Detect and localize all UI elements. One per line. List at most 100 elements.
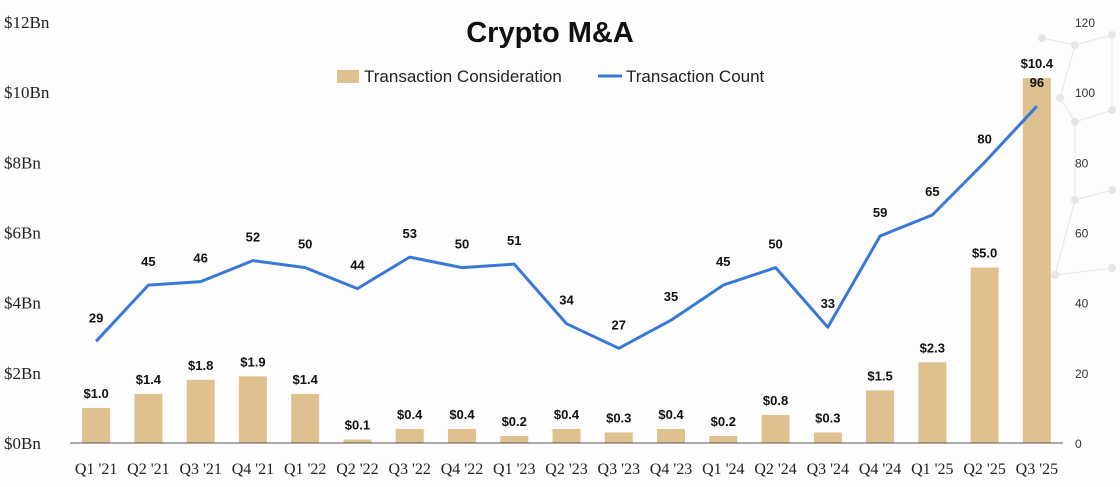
bar bbox=[866, 390, 895, 443]
line-data-label: 80 bbox=[977, 131, 991, 146]
count-line-path bbox=[95, 105, 1038, 350]
bar bbox=[709, 435, 738, 443]
decor-link bbox=[1054, 267, 1113, 276]
y-right-tick-label: 120 bbox=[1075, 16, 1095, 30]
line-data-label: 45 bbox=[141, 254, 155, 269]
decor-node bbox=[1038, 34, 1046, 42]
bar-data-label: $0.4 bbox=[449, 407, 475, 422]
line-labels: 29 45 46 52 50 44 53 50 51 34 27 35 45 50 33 59 65 80 96 bbox=[89, 75, 1044, 332]
x-tick-label: Q3 '22 bbox=[388, 461, 430, 478]
line-data-label: 59 bbox=[873, 205, 887, 220]
y-left-tick-label: $8Bn bbox=[4, 153, 41, 172]
y-right-tick-label: 20 bbox=[1075, 367, 1089, 381]
line-series bbox=[95, 105, 1038, 350]
line-data-label: 27 bbox=[612, 317, 626, 332]
line-data-label: 34 bbox=[559, 293, 574, 308]
bar bbox=[500, 435, 529, 443]
bar-data-label: $0.4 bbox=[554, 407, 580, 422]
bar bbox=[1022, 78, 1051, 443]
line-data-label: 65 bbox=[925, 184, 939, 199]
legend-label-consideration: Transaction Consideration bbox=[364, 67, 562, 86]
bar-data-label: $2.3 bbox=[920, 340, 945, 355]
line-data-label: 50 bbox=[455, 237, 469, 252]
bar bbox=[186, 379, 215, 443]
bar bbox=[604, 432, 633, 443]
y-axis-right: 0 20 40 60 80 100 120 bbox=[1075, 16, 1095, 451]
decor-node bbox=[1071, 196, 1079, 204]
decor-link bbox=[1059, 97, 1076, 123]
bar bbox=[291, 393, 320, 443]
legend-label-count: Transaction Count bbox=[626, 67, 765, 86]
x-tick-label: Q3 '23 bbox=[598, 461, 640, 478]
chart-title: Crypto M&A bbox=[466, 17, 634, 49]
bar bbox=[395, 428, 424, 443]
decor-node bbox=[1056, 94, 1064, 102]
bar bbox=[761, 414, 790, 443]
line-data-label: 96 bbox=[1030, 75, 1044, 90]
line-data-label: 51 bbox=[507, 233, 521, 248]
line-data-label: 50 bbox=[768, 237, 782, 252]
x-tick-label: Q4 '22 bbox=[441, 461, 483, 478]
x-tick-label: Q1 '21 bbox=[75, 461, 117, 478]
bar bbox=[447, 428, 476, 443]
decor-node bbox=[1108, 186, 1116, 194]
bar bbox=[552, 428, 581, 443]
line-data-label: 50 bbox=[298, 237, 312, 252]
y-axis-left: $0Bn $2Bn $4Bn $6Bn $8Bn $10Bn $12Bn bbox=[4, 13, 50, 453]
bar-data-label: $0.1 bbox=[345, 417, 370, 432]
bar bbox=[238, 376, 267, 443]
y-right-tick-label: 40 bbox=[1075, 297, 1089, 311]
bar-data-label: $0.2 bbox=[502, 414, 527, 429]
decor-node bbox=[1108, 106, 1116, 114]
bar bbox=[134, 393, 163, 443]
x-tick-label: Q4 '24 bbox=[859, 461, 901, 478]
bar-data-label: $1.4 bbox=[293, 372, 319, 387]
decor-link bbox=[1054, 199, 1076, 276]
bar-data-label: $0.3 bbox=[606, 410, 631, 425]
y-left-tick-label: $12Bn bbox=[4, 13, 50, 32]
line-data-label: 35 bbox=[664, 289, 678, 304]
line-data-label: 46 bbox=[193, 251, 207, 266]
bar-data-label: $1.4 bbox=[136, 372, 162, 387]
bar bbox=[813, 432, 842, 443]
x-tick-label: Q2 '23 bbox=[545, 461, 587, 478]
x-tick-label: Q2 '25 bbox=[963, 461, 1005, 478]
bar-data-label: $1.5 bbox=[867, 368, 892, 383]
y-right-tick-label: 60 bbox=[1075, 227, 1089, 241]
bar-data-label: $1.0 bbox=[83, 386, 108, 401]
decor-link bbox=[1074, 34, 1113, 46]
bar-series bbox=[82, 78, 1051, 443]
decor-link bbox=[1041, 37, 1076, 46]
line-data-label: 53 bbox=[402, 226, 416, 241]
bar-data-label: $0.3 bbox=[815, 410, 840, 425]
bar bbox=[918, 362, 947, 443]
x-tick-label: Q1 '22 bbox=[284, 461, 326, 478]
bar-data-label: $0.4 bbox=[658, 407, 684, 422]
bar-data-label: $10.4 bbox=[1021, 56, 1054, 71]
decor-node bbox=[1051, 271, 1059, 279]
line-data-label: 29 bbox=[89, 310, 103, 325]
bar bbox=[970, 267, 999, 443]
y-left-tick-label: $10Bn bbox=[4, 83, 50, 102]
bar bbox=[343, 439, 372, 443]
x-tick-label: Q1 '25 bbox=[911, 461, 953, 478]
y-left-tick-label: $6Bn bbox=[4, 224, 41, 243]
legend: Transaction Consideration Transaction Co… bbox=[337, 67, 765, 86]
y-right-tick-label: 0 bbox=[1075, 437, 1082, 451]
bar-data-label: $1.9 bbox=[240, 354, 265, 369]
x-tick-label: Q4 '23 bbox=[650, 461, 692, 478]
y-right-tick-label: 80 bbox=[1075, 156, 1089, 170]
decor-link bbox=[1074, 109, 1113, 123]
decorative-network-pattern bbox=[1038, 31, 1116, 279]
x-axis: Q1 '21 Q2 '21 Q3 '21 Q4 '21 Q1 '22 Q2 '22 Q3 '… bbox=[75, 461, 1058, 478]
decor-node bbox=[1071, 118, 1079, 126]
legend-bar-swatch bbox=[337, 70, 359, 83]
decor-node bbox=[1108, 31, 1116, 39]
decor-link bbox=[1059, 44, 1076, 99]
x-tick-label: Q3 '24 bbox=[807, 461, 849, 478]
line-data-label: 33 bbox=[821, 296, 835, 311]
decor-node bbox=[1071, 41, 1079, 49]
line-data-label: 52 bbox=[246, 230, 260, 245]
x-tick-label: Q3 '25 bbox=[1016, 461, 1058, 478]
